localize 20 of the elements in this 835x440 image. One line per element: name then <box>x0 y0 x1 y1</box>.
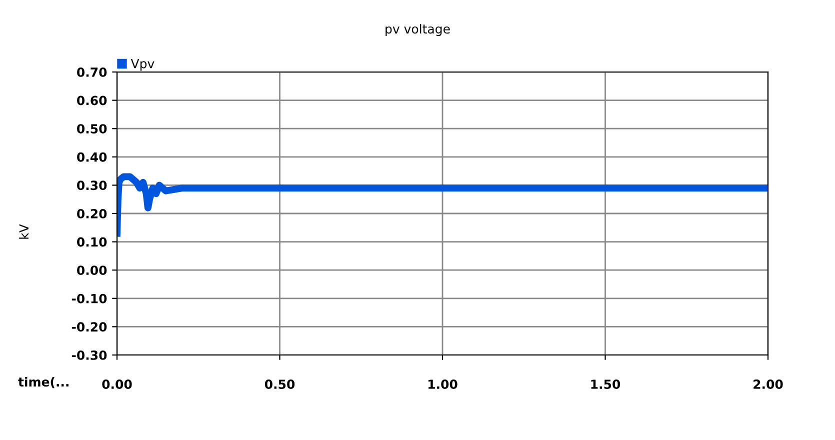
x-tick-label: 1.00 <box>428 380 458 389</box>
y-tick-label: 0.00 <box>77 266 107 276</box>
legend-label: Vpv <box>130 59 154 71</box>
x-tick-label: 1.50 <box>591 380 620 389</box>
y-tick-label: 0.50 <box>77 124 107 134</box>
x-tick-label: 0.50 <box>264 380 295 389</box>
y-tick-label: 0.20 <box>77 208 107 218</box>
y-tick-label: 0.60 <box>77 96 107 106</box>
y-tick-label: 0.70 <box>77 67 107 77</box>
y-tick-label: -0.10 <box>72 294 107 304</box>
y-axis-title: kV <box>18 224 28 239</box>
y-tick-label: 0.30 <box>77 180 107 190</box>
y-tick-label: -0.20 <box>72 322 107 332</box>
y-tick-label: 0.10 <box>77 237 107 247</box>
x-tick-label: 2.00 <box>754 380 783 389</box>
x-axis-title: time(... <box>18 376 68 388</box>
chart-title: pv voltage <box>386 24 450 36</box>
y-tick-label: 0.40 <box>77 152 107 162</box>
y-tick-label: -0.30 <box>72 350 107 360</box>
x-tick-label: 0.00 <box>102 380 132 389</box>
